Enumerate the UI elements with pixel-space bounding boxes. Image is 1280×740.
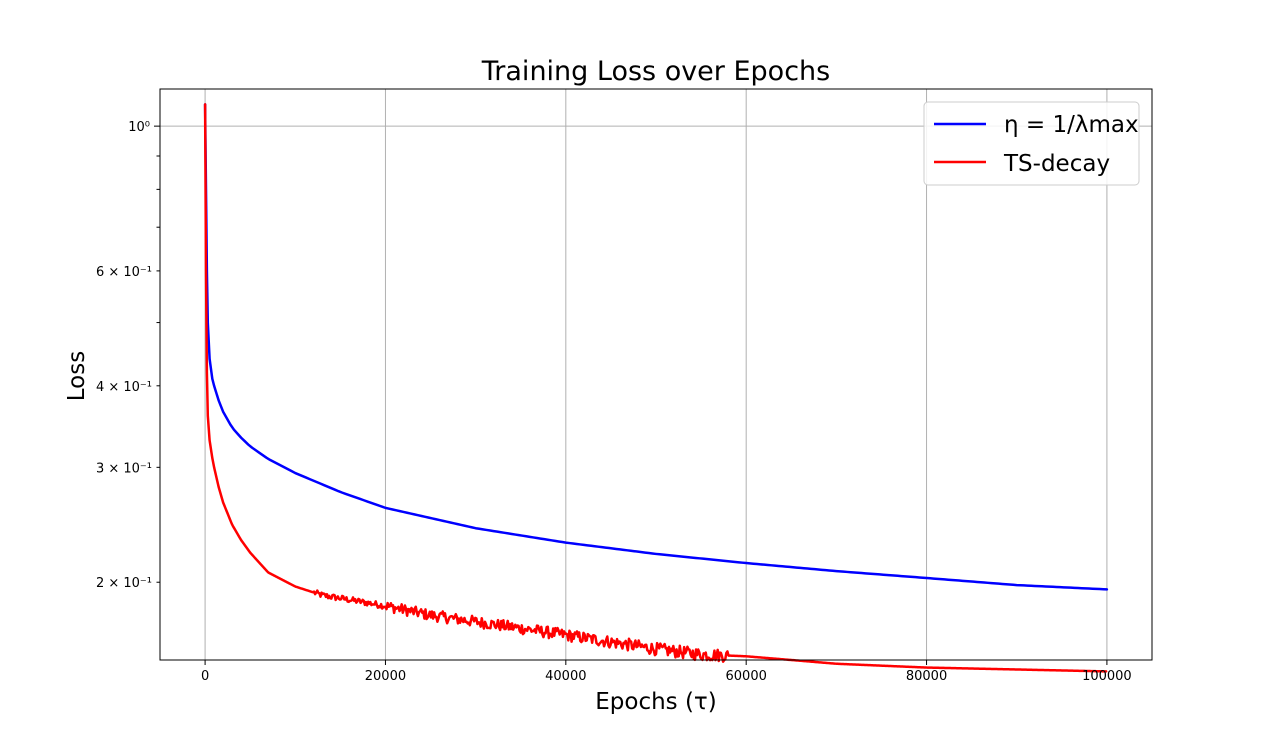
legend-label-ts-decay: TS-decay [1003, 151, 1110, 177]
y-minor-tick-label: 4 × 10⁻¹ [96, 380, 152, 395]
x-tick-label: 60000 [726, 669, 767, 684]
y-minor-tick-label: 6 × 10⁻¹ [96, 265, 152, 280]
legend-label-eta: η = 1/λmax [1004, 112, 1139, 138]
series-layer [203, 103, 1109, 673]
x-tick-label: 80000 [906, 669, 947, 684]
plot-frame [159, 88, 1153, 661]
x-tick-label: 40000 [545, 669, 586, 684]
x-axis-label: Epochs (τ) [595, 689, 717, 715]
tick-layer: 0 20000 40000 60000 80000 100000 10⁰ 6 × 10⁻¹ 4 … [96, 120, 1132, 684]
series-line-eta [203, 103, 1109, 591]
x-tick-label: 100000 [1082, 669, 1132, 684]
y-axis-label: Loss [64, 351, 90, 401]
series-line-ts-decay [203, 103, 1108, 673]
y-minor-tick-label: 3 × 10⁻¹ [96, 461, 152, 476]
chart-title: Training Loss over Epochs [481, 56, 830, 87]
y-tick-label: 10⁰ [128, 120, 150, 135]
x-tick-label: 20000 [365, 669, 406, 684]
legend: η = 1/λmax TS-decay [923, 101, 1140, 186]
y-minor-tick-label: 2 × 10⁻¹ [96, 576, 152, 591]
x-tick-label: 0 [201, 669, 209, 684]
